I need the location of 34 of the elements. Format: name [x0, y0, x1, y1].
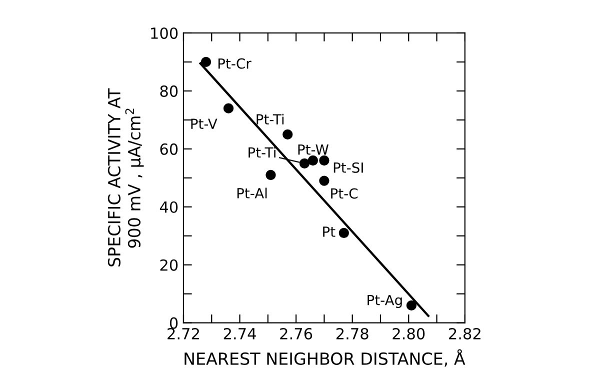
point — [223, 103, 234, 114]
x-tick-label: 2.74 — [224, 328, 256, 340]
point — [282, 129, 293, 140]
annotation: Pt-Ti — [248, 146, 276, 158]
annotation: Pt-Ti — [256, 114, 284, 124]
point — [406, 300, 417, 311]
point — [200, 56, 212, 68]
point — [338, 228, 349, 238]
point — [319, 155, 330, 166]
x-tick-label: 2.80 — [392, 328, 425, 340]
annotation: Pt — [323, 226, 336, 237]
annotation: Pt-Al — [237, 188, 267, 198]
annotation: Pt-Ag — [368, 294, 402, 308]
annotation: Pt-SI — [334, 162, 363, 173]
x-tick-label: 2.82 — [449, 328, 480, 340]
y-tick-label: 40 — [160, 201, 178, 213]
point — [266, 170, 276, 180]
x-tick-label: 2.72 — [168, 328, 199, 340]
y-tick-label: 0 — [170, 317, 178, 329]
point — [308, 155, 318, 166]
x-tick-label: 2.78 — [336, 328, 368, 340]
annotation: Pt-V — [191, 118, 218, 129]
x-axis-title: NEAREST NEIGHBOR DISTANCE, Å — [184, 349, 466, 367]
annotation: Pt-C — [331, 188, 358, 199]
y-tick-label: 60 — [160, 143, 178, 155]
point — [299, 158, 310, 168]
annotation: Pt-W — [298, 144, 328, 155]
annotation: Pt-Cr — [218, 58, 252, 69]
y-tick-label: 20 — [160, 259, 178, 271]
y-tick-label: 80 — [160, 85, 178, 97]
y-tick-label: 100 — [151, 27, 178, 39]
point — [319, 176, 330, 186]
y-axis-title: SPECIFIC ACTIVITY AT 900 mV , μA/cm$^{2}$ — [108, 88, 144, 266]
x-tick-label: 2.76 — [280, 328, 312, 340]
